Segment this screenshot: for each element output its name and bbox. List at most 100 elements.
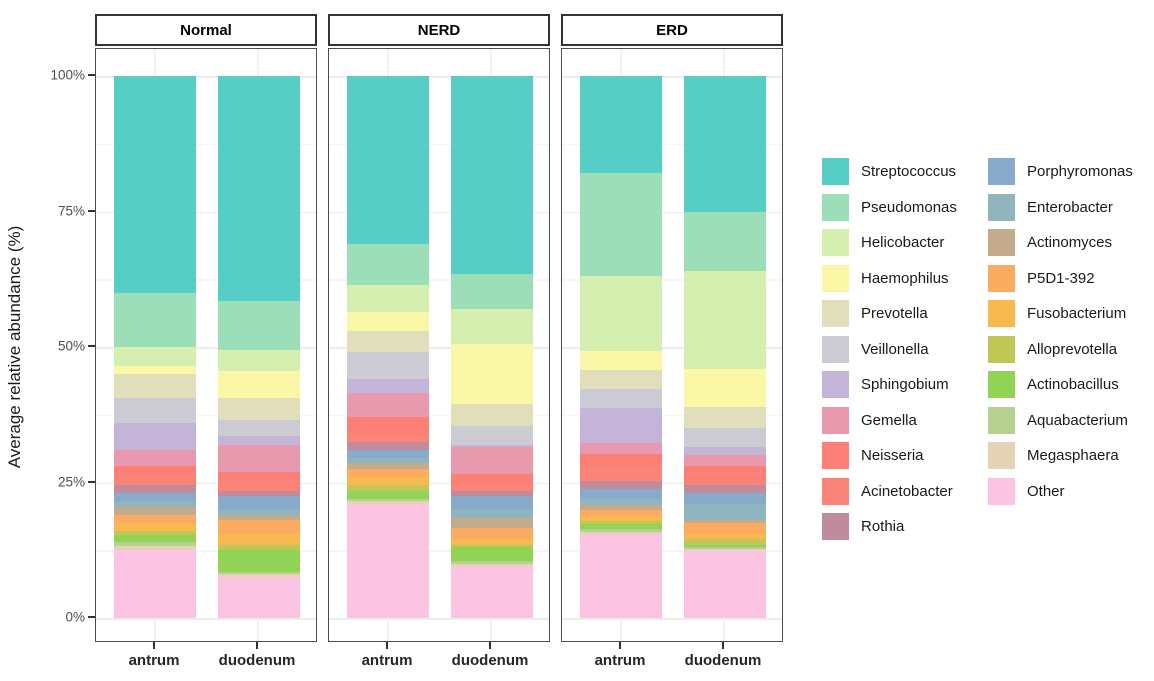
y-axis-tick-label: 75% — [57, 203, 85, 218]
bar-segment — [451, 509, 533, 518]
legend-item: Enterobacter — [988, 193, 1113, 221]
bar-segment — [218, 471, 300, 483]
legend-swatch — [822, 335, 849, 363]
gridline — [96, 76, 316, 78]
bar-segment — [218, 495, 300, 510]
bar-normal-duodenum — [218, 76, 300, 618]
legend-swatch — [988, 193, 1015, 221]
bar-segment — [347, 441, 429, 450]
y-axis-tick-label: 0% — [65, 609, 85, 625]
y-axis-tick-mark — [88, 74, 95, 76]
bar-segment — [347, 393, 429, 418]
bar-segment — [451, 76, 533, 274]
y-axis-tick-label: 100% — [50, 67, 85, 83]
bar-segment — [218, 509, 300, 515]
bar-normal-antrum — [114, 76, 196, 618]
facet-label: NERD — [417, 21, 461, 39]
bar-segment — [114, 76, 196, 293]
bar-segment — [684, 368, 766, 407]
bar-segment — [218, 420, 300, 437]
legend-label: Enterobacter — [1027, 198, 1113, 216]
gridline — [96, 279, 316, 281]
bar-segment — [580, 528, 662, 532]
bar-segment — [114, 477, 196, 486]
x-axis-category-label: duodenum — [451, 652, 529, 669]
bar-segment — [580, 488, 662, 500]
legend-swatch — [822, 406, 849, 434]
bar-segment — [451, 425, 533, 445]
gridline — [329, 347, 549, 349]
x-axis-tick-mark — [722, 642, 724, 649]
bar-nerd-antrum — [347, 76, 429, 618]
bar-segment — [218, 571, 300, 575]
facet-strip: NERD — [328, 14, 550, 46]
facet-label: Normal — [180, 21, 232, 39]
bar-segment — [451, 309, 533, 345]
gridline — [329, 143, 549, 146]
bar-segment — [347, 463, 429, 469]
legend-label: Pseudomonas — [861, 198, 957, 216]
legend-label: Actinobacillus — [1027, 376, 1119, 393]
legend-label: Actinomyces — [1027, 234, 1113, 251]
bar-segment — [347, 352, 429, 380]
legend-swatch — [988, 158, 1015, 185]
gridline — [562, 414, 782, 417]
panel — [561, 48, 783, 642]
legend-item: Megasphaera — [988, 442, 1119, 469]
legend-swatch — [822, 513, 849, 540]
bar-segment — [347, 458, 429, 464]
y-axis-tick-mark — [88, 209, 95, 212]
panel — [328, 48, 550, 642]
bar-segment — [580, 499, 662, 505]
legend-swatch — [822, 371, 849, 398]
legend-item: Pseudomonas — [822, 193, 957, 221]
facet-strip: Normal — [95, 14, 317, 46]
bar-segment — [451, 539, 533, 545]
bar-segment — [580, 453, 662, 468]
bar-segment — [684, 550, 766, 618]
legend-label: Acinetobacter — [861, 482, 953, 500]
bar-segment — [580, 531, 662, 535]
bar-segment — [451, 547, 533, 561]
x-axis-category-label: antrum — [594, 652, 646, 669]
bar-segment — [684, 539, 766, 545]
x-axis-tick-mark — [619, 642, 621, 649]
gridline — [329, 414, 549, 417]
bar-segment — [347, 311, 429, 331]
bar-segment — [451, 474, 533, 486]
legend-swatch — [988, 406, 1015, 434]
bar-segment — [684, 485, 766, 494]
legend-item: Prevotella — [822, 300, 928, 327]
bar-segment — [114, 466, 196, 477]
gridline — [96, 414, 316, 417]
bar-segment — [114, 398, 196, 423]
gridline — [96, 143, 316, 146]
gridline — [329, 482, 549, 484]
bar-segment — [684, 428, 766, 448]
legend-label: Aquabacterium — [1027, 411, 1128, 429]
y-axis-title: Average relative abundance (%) — [5, 225, 24, 469]
bar-segment — [451, 490, 533, 496]
legend-item: Aquabacterium — [988, 406, 1128, 434]
x-axis-tick-mark — [489, 642, 491, 649]
legend-label: Megasphaera — [1027, 447, 1119, 464]
bar-segment — [114, 346, 196, 366]
gridline — [329, 279, 549, 281]
legend-swatch — [988, 335, 1015, 363]
legend-item: Actinobacillus — [988, 371, 1119, 398]
legend-item: Acinetobacter — [822, 477, 953, 505]
bar-segment — [114, 545, 196, 551]
y-axis-tick-mark — [88, 345, 95, 347]
legend-label: Neisseria — [861, 447, 924, 464]
bar-segment — [580, 442, 662, 454]
bar-nerd-duodenum — [451, 76, 533, 618]
y-axis-tick-label: 50% — [57, 338, 85, 354]
bar-segment — [580, 388, 662, 408]
bar-segment — [347, 76, 429, 245]
bar-segment — [114, 501, 196, 507]
gridline — [562, 143, 782, 146]
legend-swatch — [988, 229, 1015, 256]
x-axis-tick-mark — [386, 642, 388, 649]
bar-segment — [114, 514, 196, 524]
panel — [95, 48, 317, 642]
